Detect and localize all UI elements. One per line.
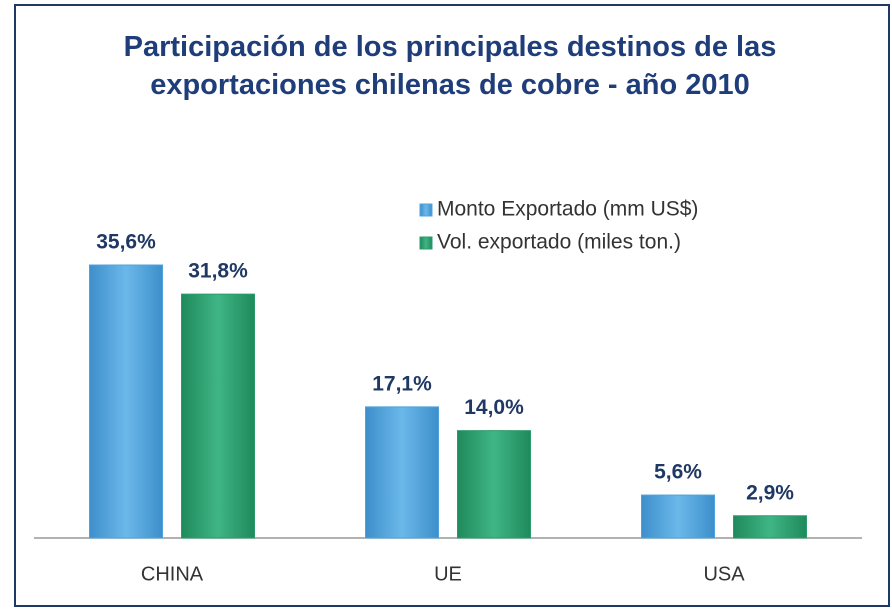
legend-swatch [419,236,433,250]
bar [89,264,163,539]
data-label: 5,6% [654,461,702,484]
x-tick-label: USA [703,563,745,585]
x-tick-label: UE [434,563,462,585]
data-label: 31,8% [188,260,248,283]
bar [733,515,807,539]
legend-swatch [419,203,433,217]
data-label: 2,9% [746,481,794,504]
bar [365,406,439,539]
data-label: 17,1% [372,372,432,395]
bar [457,430,531,539]
bar [181,293,255,539]
legend-label: Monto Exportado (mm US$) [437,198,698,221]
data-label: 14,0% [464,396,524,419]
bar [641,494,715,539]
x-tick-label: CHINA [141,563,204,585]
data-label: 35,6% [96,231,156,254]
legend-label: Vol. exportado (miles ton.) [437,231,681,254]
chart-title: Participación de los principales destino… [123,31,777,101]
